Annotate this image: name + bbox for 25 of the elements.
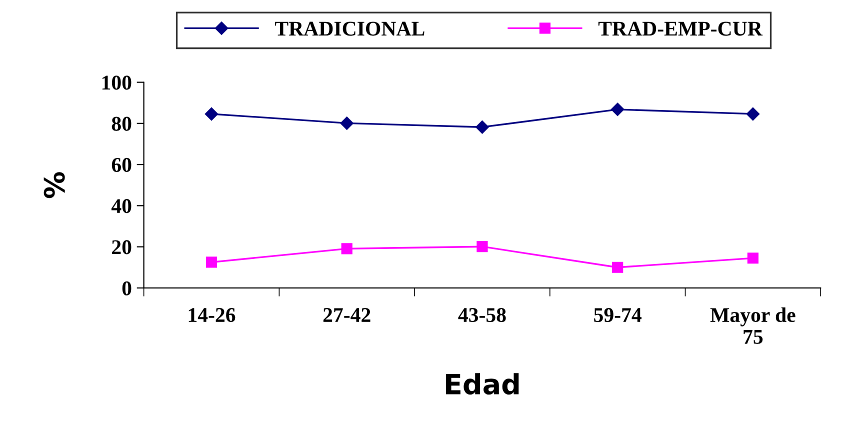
point [476, 120, 489, 134]
point [747, 252, 758, 264]
point [206, 256, 218, 268]
y-tick-label: 0 [122, 281, 132, 296]
x-tick-label: 59-74 [594, 308, 642, 322]
x-tick-label: 14-26 [188, 308, 236, 322]
x-axis-title: Edad [446, 373, 519, 395]
x-tick-label: 43-58 [458, 308, 506, 322]
y-tick-label: 20 [112, 240, 132, 254]
legend-label: TRADICIONAL [275, 22, 424, 36]
point [746, 107, 760, 121]
legend-label: TRAD-EMP-CUR [598, 22, 763, 36]
y-axis-title: % [44, 172, 65, 198]
point [340, 116, 354, 130]
point [204, 107, 218, 121]
y-tick-label: 40 [111, 199, 132, 214]
point [341, 243, 352, 254]
y-tick-label: 60 [112, 158, 132, 172]
y-tick-label: 100 [102, 76, 132, 90]
x-tick-label: Mayor de 75 [710, 307, 796, 344]
x-tick-label: 27-42 [323, 308, 370, 322]
point [610, 102, 624, 116]
point [612, 262, 624, 273]
y-tick-label: 80 [112, 116, 132, 131]
point [476, 241, 488, 252]
